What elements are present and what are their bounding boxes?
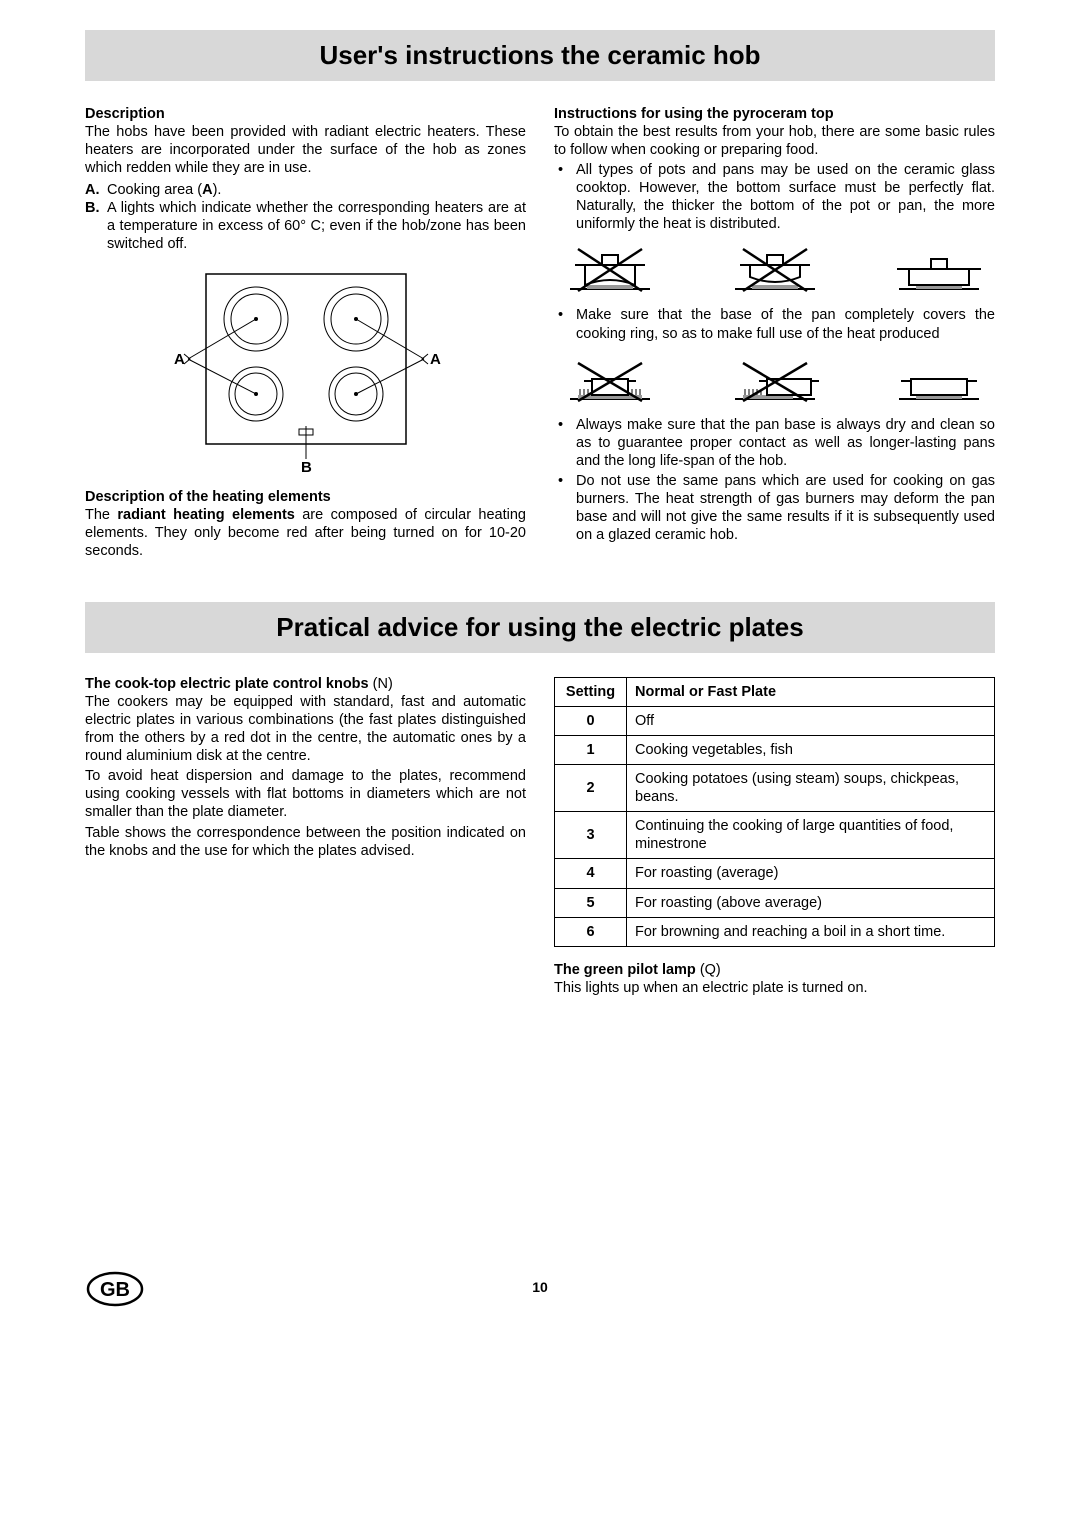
pot-flat-ok-icon	[889, 241, 989, 296]
pilot-heading: The green pilot lamp (Q)	[554, 961, 995, 979]
item-b-label: B.	[85, 199, 107, 253]
cell-d4: For roasting (average)	[627, 859, 995, 888]
section1-columns: Description The hobs have been provided …	[85, 103, 995, 563]
cell-d2: Cooking potatoes (using steam) soups, ch…	[627, 764, 995, 811]
diagram-label-a-right: A	[430, 351, 441, 368]
bullet-dot: •	[554, 416, 576, 470]
cell-d1: Cooking vegetables, fish	[627, 735, 995, 764]
right-column-1: Instructions for using the pyroceram top…	[554, 103, 995, 563]
pot-small-bad-icon	[560, 351, 660, 406]
gb-badge-icon: GB	[85, 1271, 145, 1307]
item-b-text: A lights which indicate whether the corr…	[107, 199, 526, 253]
hob-diagram: A A B	[146, 264, 466, 474]
cell-s5: 5	[555, 888, 627, 917]
diagram-label-a-left: A	[174, 351, 185, 368]
item-a-label: A.	[85, 181, 107, 199]
right-column-2: Setting Normal or Fast Plate 0Off 1Cooki…	[554, 675, 995, 1000]
svg-text:GB: GB	[100, 1279, 130, 1301]
settings-table: Setting Normal or Fast Plate 0Off 1Cooki…	[554, 677, 995, 947]
knobs-para3: Table shows the correspondence between t…	[85, 824, 526, 860]
cell-s6: 6	[555, 917, 627, 946]
th-desc: Normal or Fast Plate	[627, 677, 995, 706]
section2-title: Pratical advice for using the electric p…	[85, 602, 995, 653]
pyroceram-heading: Instructions for using the pyroceram top	[554, 105, 995, 123]
pot-icons-row-2	[560, 351, 989, 406]
cell-d6: For browning and reaching a boil in a sh…	[627, 917, 995, 946]
cell-s3: 3	[555, 812, 627, 859]
cell-d3: Continuing the cooking of large quantiti…	[627, 812, 995, 859]
bullet-dot: •	[554, 161, 576, 234]
description-heading: Description	[85, 105, 526, 123]
bullet3: Always make sure that the pan base is al…	[576, 416, 995, 470]
cell-d0: Off	[627, 706, 995, 735]
pot-offset-bad-icon	[725, 351, 825, 406]
bullet-dot: •	[554, 306, 576, 342]
page-number: 10	[532, 1279, 548, 1295]
cell-s1: 1	[555, 735, 627, 764]
cell-s4: 4	[555, 859, 627, 888]
bullet2: Make sure that the base of the pan compl…	[576, 306, 995, 342]
cell-d5: For roasting (above average)	[627, 888, 995, 917]
page-footer: GB 10	[85, 1279, 995, 1297]
heating-elements-para: The radiant heating elements are compose…	[85, 506, 526, 560]
heating-elements-heading: Description of the heating elements	[85, 488, 526, 506]
description-para: The hobs have been provided with radiant…	[85, 123, 526, 177]
pot-cover-ok-icon	[889, 351, 989, 406]
diagram-label-b: B	[301, 459, 312, 474]
knobs-para1: The cookers may be equipped with standar…	[85, 693, 526, 766]
bullet1: All types of pots and pans may be used o…	[576, 161, 995, 234]
th-setting: Setting	[555, 677, 627, 706]
cell-s0: 0	[555, 706, 627, 735]
pilot-para: This lights up when an electric plate is…	[554, 979, 995, 997]
item-list: A. Cooking area (A). B. A lights which i…	[85, 181, 526, 254]
pot-icons-row-1	[560, 241, 989, 296]
section2-columns: The cook-top electric plate control knob…	[85, 675, 995, 1000]
knobs-para2: To avoid heat dispersion and damage to t…	[85, 767, 526, 821]
bullet4: Do not use the same pans which are used …	[576, 472, 995, 545]
left-column-1: Description The hobs have been provided …	[85, 103, 526, 563]
cell-s2: 2	[555, 764, 627, 811]
knobs-heading: The cook-top electric plate control knob…	[85, 675, 526, 693]
left-column-2: The cook-top electric plate control knob…	[85, 675, 526, 1000]
item-a-text: Cooking area (A).	[107, 181, 526, 199]
section1-title: User's instructions the ceramic hob	[85, 30, 995, 81]
bullet-dot: •	[554, 472, 576, 545]
pot-convex-bad-icon	[725, 241, 825, 296]
pyroceram-intro: To obtain the best results from your hob…	[554, 123, 995, 159]
pot-concave-bad-icon	[560, 241, 660, 296]
